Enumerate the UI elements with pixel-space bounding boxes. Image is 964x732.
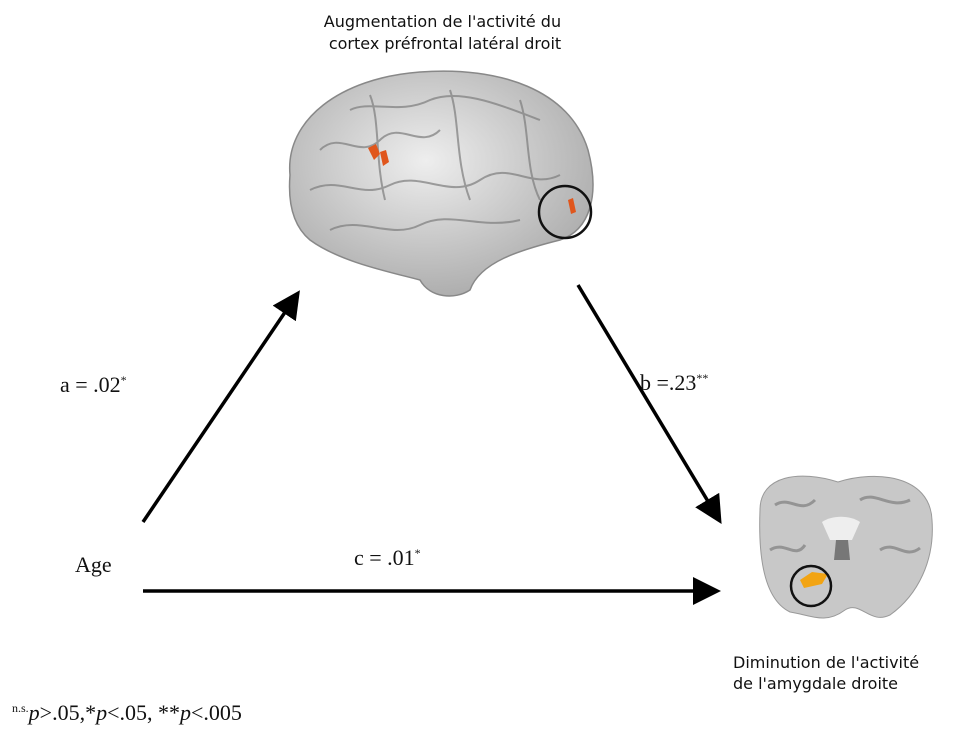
legend-part: ** [158, 700, 180, 725]
legend-part: >.05, [40, 700, 85, 725]
edge-sig: * [121, 373, 127, 387]
label-line: Augmentation de l'activité du [324, 12, 561, 31]
edge-coef: a = .02 [60, 372, 121, 397]
legend-part: p [94, 700, 107, 725]
legend-part: p [178, 700, 191, 725]
label-line: Age [75, 552, 112, 577]
arrow-b [576, 284, 722, 525]
edge-sig: ** [696, 371, 708, 385]
edge-coef: b =.23 [640, 370, 696, 395]
node-label: Age [75, 552, 112, 577]
node-label: Augmentation de l'activité du cortex pré… [324, 12, 566, 53]
edge-label: b =.23** [640, 370, 708, 395]
edge-sig: * [415, 546, 421, 560]
legend-part: <.005 [191, 700, 242, 725]
brain-lateral [288, 70, 594, 297]
node-label: Diminution de l'activité de l'amygdale d… [733, 653, 924, 693]
legend-part: <.05, [107, 700, 158, 725]
edge-coef: c = .01 [354, 545, 415, 570]
edge-label: a = .02* [60, 372, 127, 397]
legend-part: p [27, 700, 40, 725]
label-line: de l'amygdale droite [733, 674, 898, 693]
brain-coronal [759, 475, 933, 619]
arrow-a [141, 290, 300, 523]
legend: n.s.p>.05,*p<.05, **p<.005 [12, 700, 242, 725]
label-line: cortex préfrontal latéral droit [329, 34, 561, 53]
legend-part: n.s. [12, 701, 29, 715]
edge-label: c = .01* [354, 545, 421, 570]
label-line: Diminution de l'activité [733, 653, 919, 672]
legend-part: * [85, 700, 96, 725]
